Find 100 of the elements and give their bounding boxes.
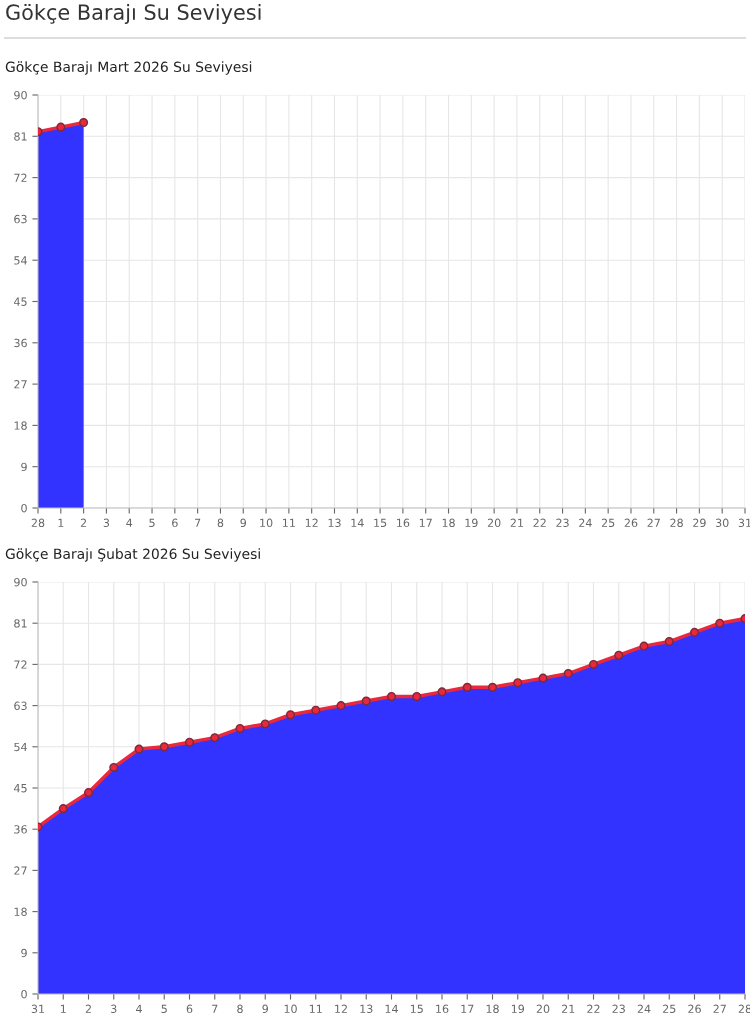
x-tick-label: 14 [385, 1004, 398, 1013]
point [134, 744, 144, 754]
point [639, 641, 649, 651]
x-tick-label: 28 [31, 518, 45, 528]
x-tick-label: 25 [662, 1004, 676, 1014]
x-tick-label: 5 [161, 1004, 167, 1014]
x-tick-label: 6 [186, 1004, 193, 1014]
y-tick-label: 54 [14, 256, 27, 265]
y-tick-label: 9 [21, 462, 27, 472]
x-tick-label: 29 [693, 518, 706, 528]
x-tick-label: 4 [136, 1004, 142, 1013]
y-tick-label: 0 [21, 989, 27, 999]
x-tick-label: 12 [335, 1004, 347, 1013]
point [513, 678, 523, 688]
point [58, 804, 68, 814]
point [588, 659, 599, 669]
point [664, 636, 674, 647]
point [83, 788, 94, 798]
point [285, 710, 296, 720]
x-tick-label: 26 [624, 518, 638, 528]
x-tick-label: 28 [670, 518, 683, 528]
y-tick-label: 18 [14, 421, 27, 430]
y-tick-label: 0 [21, 503, 27, 513]
point [614, 650, 624, 660]
x-tick-label: 23 [612, 1004, 625, 1014]
point [563, 669, 573, 679]
x-tick-label: 13 [360, 1004, 373, 1014]
y-tick-label: 63 [14, 701, 27, 710]
x-tick-label: 8 [237, 1004, 243, 1014]
x-tick-label: 9 [240, 518, 247, 528]
x-tick-label: 21 [561, 1004, 575, 1013]
y-tick-label: 45 [13, 784, 27, 793]
x-tick-label: 1 [58, 518, 64, 527]
point [260, 719, 270, 729]
y-tick-label: 72 [14, 173, 27, 182]
point [159, 742, 169, 752]
x-tick-label: 22 [533, 518, 546, 527]
point [412, 691, 422, 701]
x-tick-label: 13 [328, 518, 341, 528]
point [210, 733, 220, 743]
chart-title: Gökçe Barajı Şubat 2026 Su Seviyesi [5, 548, 260, 562]
y-tick-label: 27 [14, 866, 27, 875]
x-tick-label: 30 [715, 518, 729, 528]
x-tick-label: 27 [647, 518, 660, 527]
x-tick-label: 14 [351, 518, 364, 527]
y-tick-label: 81 [14, 619, 27, 628]
x-tick-label: 5 [149, 518, 155, 528]
x-tick-label: 3 [103, 518, 110, 528]
x-tick-label: 24 [579, 518, 592, 527]
point [109, 762, 119, 772]
point [311, 705, 321, 715]
x-tick-label: 31 [31, 1004, 45, 1014]
y-tick-label: 54 [14, 742, 27, 752]
x-tick-label: 18 [486, 1004, 499, 1014]
x-tick-label: 2 [85, 1004, 91, 1013]
x-tick-label: 16 [436, 1004, 449, 1014]
x-tick-label: 11 [309, 1004, 322, 1013]
point [437, 687, 447, 697]
x-tick-label: 20 [536, 1004, 550, 1014]
x-tick-label: 9 [262, 1004, 268, 1014]
y-tick-label: 72 [14, 660, 27, 669]
x-tick-label: 22 [587, 1004, 600, 1013]
y-tick-label: 27 [14, 380, 27, 389]
point [487, 682, 498, 692]
x-tick-label: 12 [305, 518, 318, 527]
y-tick-label: 63 [14, 214, 27, 224]
x-tick-label: 24 [637, 1004, 651, 1013]
y-tick-label: 90 [14, 577, 27, 587]
chart-subtitle: Gökçe Barajı Mart 2026 Su Seviyesi [5, 61, 252, 75]
x-tick-label: 23 [556, 518, 569, 528]
x-tick-label: 15 [374, 518, 387, 528]
y-tick-label: 9 [21, 948, 27, 958]
x-tick-label: 17 [461, 1004, 474, 1013]
point [386, 691, 397, 701]
x-tick-label: 17 [419, 518, 432, 527]
x-tick-label: 8 [217, 518, 224, 528]
x-tick-label: 11 [283, 518, 295, 527]
y-tick-label: 90 [14, 90, 27, 100]
y-tick-label: 36 [14, 338, 27, 348]
point [689, 627, 700, 637]
x-tick-label: 7 [212, 1004, 218, 1013]
x-tick-label: 4 [126, 518, 133, 527]
x-tick-label: 3 [111, 1004, 117, 1014]
x-tick-label: 1 [60, 1004, 66, 1013]
y-tick-label: 36 [14, 825, 27, 834]
point [361, 696, 371, 706]
x-tick-label: 16 [397, 518, 410, 528]
x-tick-label: 20 [487, 518, 501, 528]
x-tick-label: 18 [442, 518, 455, 528]
x-tick-label: 19 [465, 518, 478, 528]
point [184, 737, 195, 747]
x-tick-label: 26 [688, 1004, 701, 1014]
x-tick-label: 21 [510, 518, 523, 527]
x-tick-label: 27 [713, 1004, 726, 1013]
chart-title: Gökçe Barajı Su Seviyesi [6, 3, 261, 25]
point [336, 701, 346, 711]
x-tick-label: 15 [410, 1004, 423, 1014]
y-tick-label: 81 [14, 132, 27, 141]
x-tick-label: 10 [260, 518, 273, 528]
x-tick-label: 2 [80, 518, 87, 527]
